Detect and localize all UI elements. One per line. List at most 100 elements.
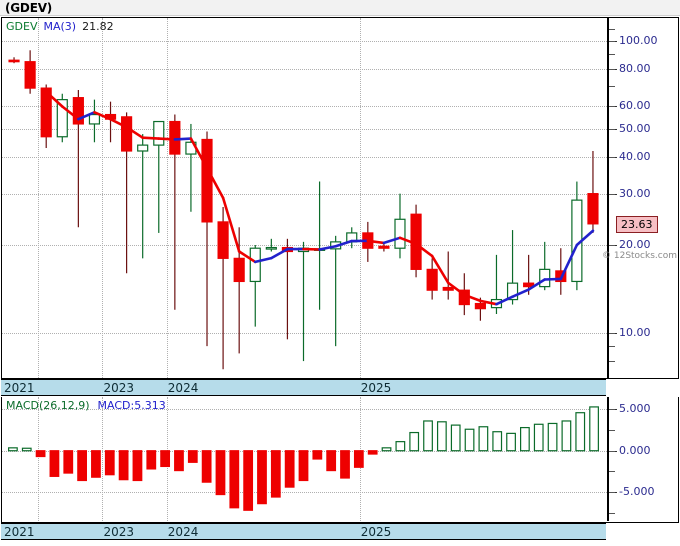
macd-x-label: 2023 bbox=[103, 525, 135, 539]
macd-axis-minor-tick bbox=[609, 512, 615, 514]
macd-bar-negative bbox=[257, 450, 267, 505]
macd-x-label: 2024 bbox=[167, 525, 199, 539]
macd-bar-negative bbox=[187, 450, 198, 463]
candle-body bbox=[217, 221, 229, 259]
price-x-label: 2025 bbox=[360, 381, 392, 395]
candle-body bbox=[523, 282, 535, 288]
macd-bar-negative bbox=[77, 450, 87, 482]
year-gridline bbox=[359, 18, 361, 378]
ma-segment-rising bbox=[527, 278, 547, 291]
ma-segment-falling bbox=[398, 236, 418, 246]
candle-body bbox=[265, 246, 277, 250]
price-axis-minor-tick bbox=[609, 69, 615, 71]
ma-segment-falling bbox=[157, 137, 177, 141]
macd-legend: MACD(26,12,9) MACD:5.313 bbox=[6, 399, 166, 412]
ma-segment-rising bbox=[318, 244, 337, 251]
macd-bar-negative bbox=[229, 450, 240, 509]
year-gridline bbox=[38, 18, 40, 378]
ma-segment-rising bbox=[382, 236, 402, 245]
macd-plot-area: MACD(26,12,9) MACD:5.313 bbox=[2, 397, 607, 521]
macd-axis-minor-tick bbox=[609, 471, 615, 473]
macd-bar-positive bbox=[506, 432, 516, 452]
macd-bar-negative bbox=[201, 450, 212, 483]
candle-body bbox=[474, 302, 486, 310]
macd-bar-negative bbox=[326, 450, 337, 472]
year-gridline bbox=[102, 397, 104, 521]
ma-segment-falling bbox=[44, 90, 64, 108]
ma-segment-rising bbox=[253, 256, 273, 264]
title-bar: (GDEV) bbox=[0, 0, 680, 16]
legend-ma-value: 21.82 bbox=[82, 20, 114, 33]
ma-segment-falling bbox=[446, 281, 466, 297]
macd-bar-positive bbox=[21, 447, 32, 452]
macd-chart-panel: MACD(26,12,9) MACD:5.313 5.000 0.000 -5.000 bbox=[1, 397, 679, 523]
watermark: © 12Stocks.com bbox=[602, 251, 677, 261]
macd-bar-positive bbox=[395, 441, 406, 452]
ma-segment-falling bbox=[237, 250, 257, 264]
macd-bar-negative bbox=[298, 450, 309, 482]
price-x-axis-band: 2021 2023 2024 2025 bbox=[1, 379, 606, 396]
candle-body bbox=[56, 99, 68, 138]
macd-bars-svg bbox=[8, 406, 599, 511]
macd-bar-positive bbox=[8, 447, 18, 452]
macd-gridline bbox=[2, 409, 607, 411]
price-axis-minor-tick bbox=[609, 361, 615, 363]
macd-axis-label: 0.000 bbox=[619, 443, 651, 457]
price-gridline bbox=[2, 193, 607, 195]
price-gridline bbox=[2, 128, 607, 130]
ma-segment-falling bbox=[414, 242, 434, 258]
price-axis-minor-tick bbox=[609, 41, 615, 43]
ma-segment-falling bbox=[125, 125, 144, 139]
price-x-label: 2024 bbox=[167, 381, 199, 395]
price-axis-minor-tick bbox=[609, 346, 615, 348]
price-gridline bbox=[2, 105, 607, 107]
ma-segment-falling bbox=[60, 105, 80, 121]
price-legend: GDEV MA(3) 21.82 bbox=[6, 20, 114, 33]
macd-bar-negative bbox=[160, 450, 171, 468]
macd-x-axis-band: 2021 2023 2024 2025 bbox=[1, 523, 606, 540]
macd-axis-label: -5.000 bbox=[619, 485, 655, 499]
macd-bar-negative bbox=[340, 450, 350, 479]
ma-segment-rising bbox=[334, 239, 354, 248]
price-axis-minor-tick bbox=[609, 128, 615, 130]
macd-bar-negative bbox=[146, 450, 157, 470]
macd-bar-negative bbox=[353, 450, 364, 468]
macd-bar-positive bbox=[575, 412, 586, 452]
ma-segment-rising bbox=[559, 243, 579, 281]
macd-bar-positive bbox=[492, 431, 503, 452]
macd-axis-label: 5.000 bbox=[619, 402, 651, 416]
price-candles-svg bbox=[8, 50, 599, 370]
candle-body bbox=[394, 218, 406, 249]
ma-segment-rising bbox=[270, 247, 289, 260]
year-gridline bbox=[38, 397, 40, 521]
ma-segment-falling bbox=[463, 293, 482, 303]
candle-body bbox=[201, 138, 213, 223]
macd-bar-positive bbox=[533, 423, 544, 452]
candle-body bbox=[72, 97, 84, 125]
price-gridline bbox=[2, 41, 607, 43]
macd-bar-negative bbox=[132, 450, 143, 482]
price-gridline bbox=[2, 244, 607, 246]
ma-segment-falling bbox=[430, 254, 450, 285]
ma-segment-falling bbox=[93, 111, 112, 121]
macd-bar-negative bbox=[215, 450, 226, 496]
ma-segment-rising bbox=[511, 288, 530, 298]
candle-body bbox=[40, 87, 52, 138]
macd-bar-negative bbox=[312, 450, 323, 460]
macd-bar-positive bbox=[589, 406, 599, 452]
candle-body bbox=[442, 286, 454, 291]
macd-bar-positive bbox=[381, 447, 392, 452]
macd-bar-negative bbox=[91, 450, 101, 478]
macd-bar-negative bbox=[35, 450, 46, 458]
legend-symbol: GDEV bbox=[6, 20, 38, 33]
price-chart-panel: GDEV MA(3) 21.82 100.00 80.00 60.00 50.00 40.0… bbox=[1, 17, 679, 379]
macd-bar-positive bbox=[423, 420, 433, 452]
price-axis-minor-tick bbox=[609, 54, 615, 56]
price-axis-minor-tick bbox=[609, 332, 615, 334]
macd-bar-negative bbox=[63, 450, 74, 474]
macd-bar-positive bbox=[464, 428, 475, 452]
ma-segment-falling bbox=[189, 137, 209, 170]
price-gridline bbox=[2, 332, 607, 334]
macd-bar-positive bbox=[520, 426, 530, 452]
